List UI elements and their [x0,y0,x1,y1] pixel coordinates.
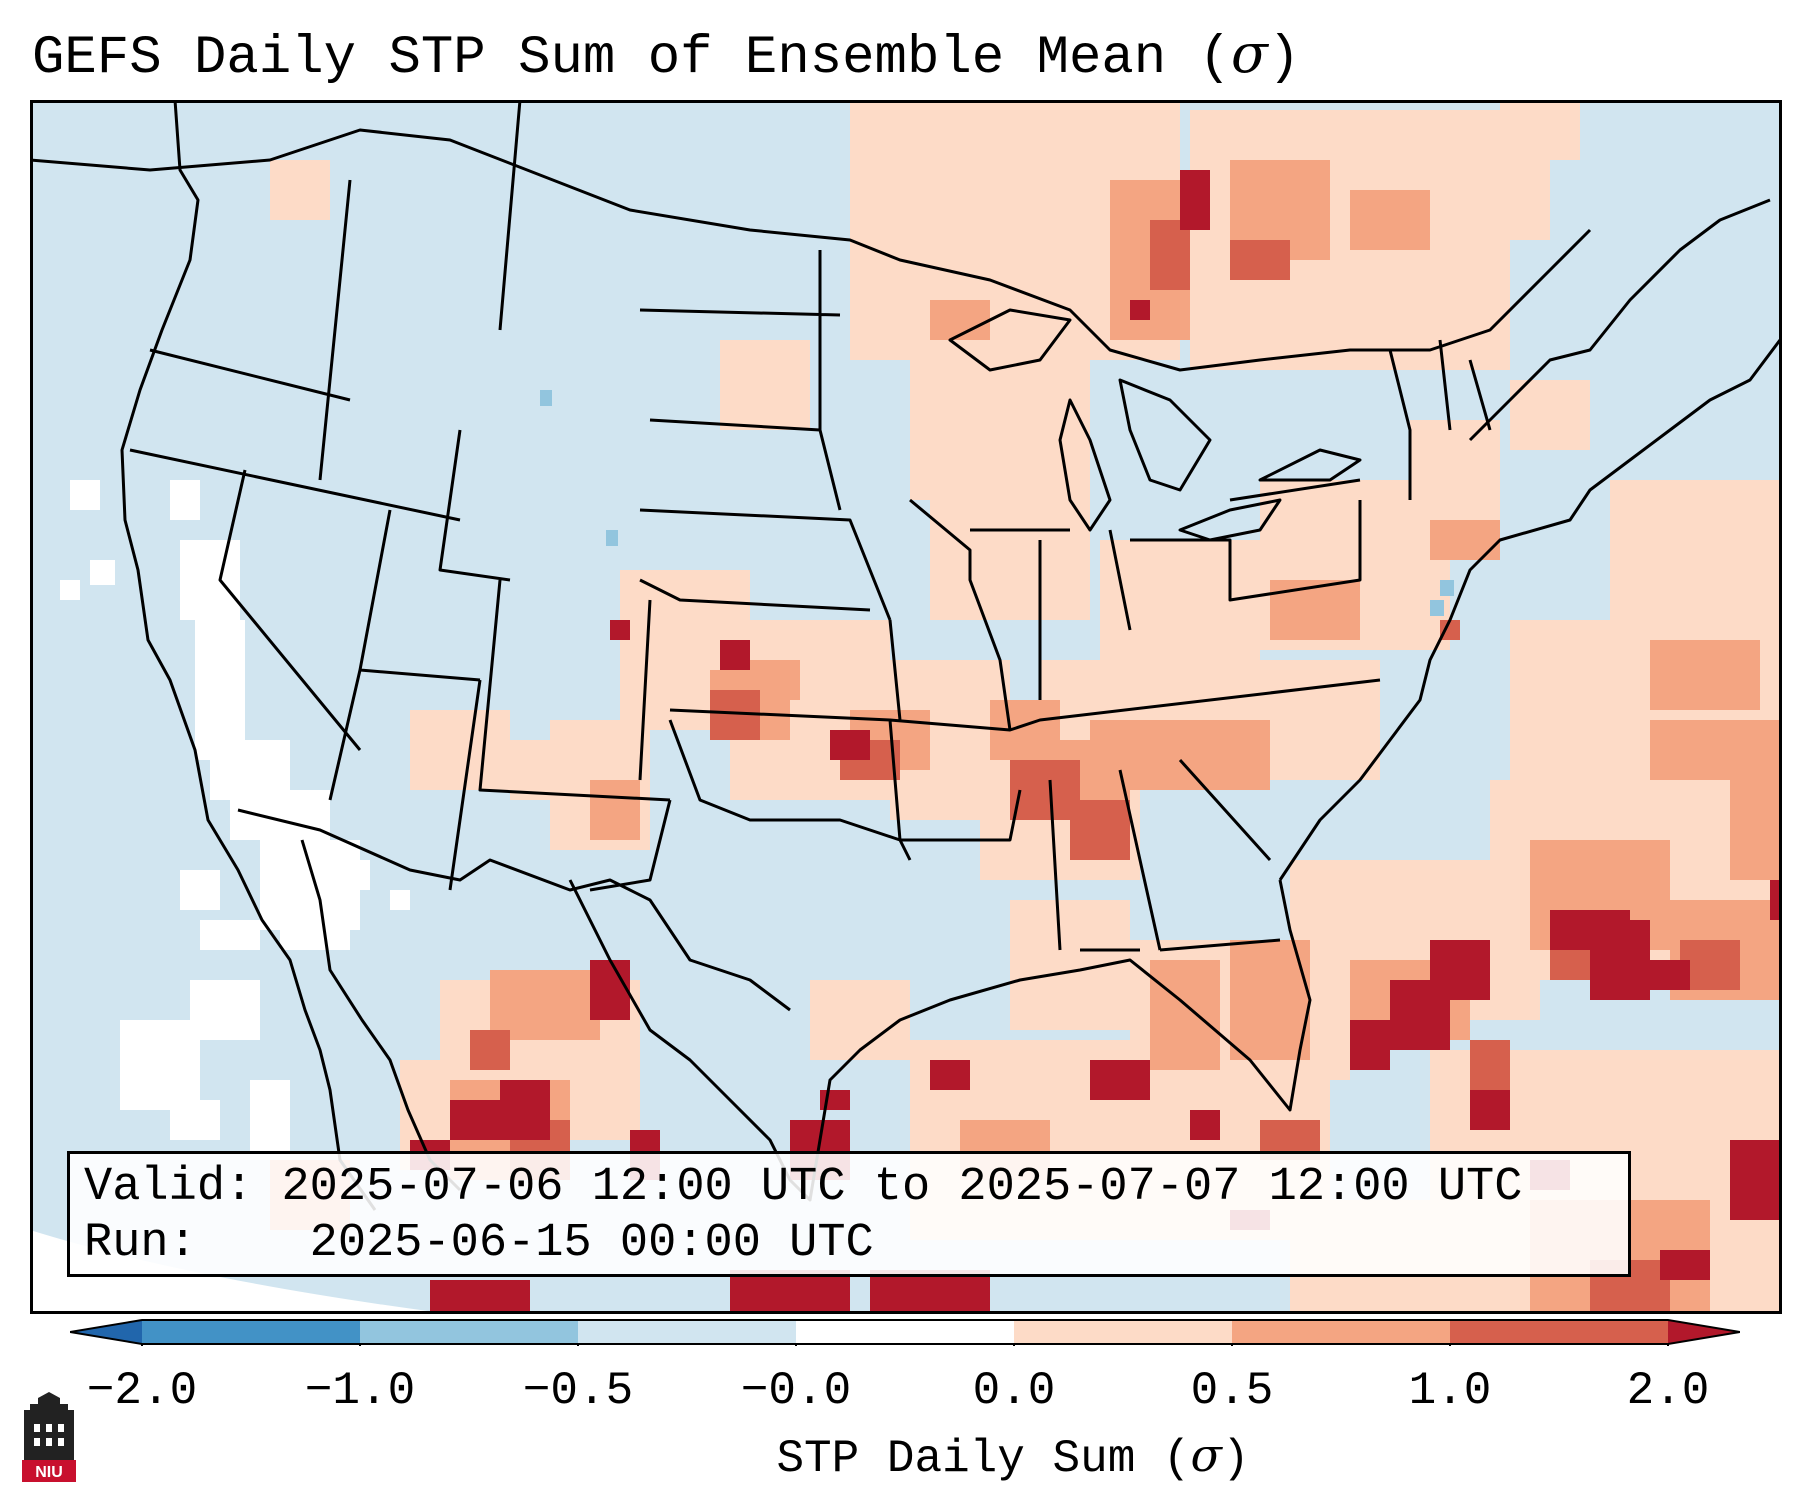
run-value: 2025-06-15 00:00 UTC [309,1217,874,1270]
colorbar-under-arrow [70,1320,142,1344]
us-mexico-border [237,808,791,1012]
pacific-coastline [120,100,377,1211]
map-border [30,100,1782,1314]
colorbar-segment [360,1320,579,1344]
colorbar-tick-label: 2.0 [1626,1365,1710,1417]
gulf-coastline [568,879,1312,1202]
colorbar-tick-label: −0.0 [740,1365,852,1417]
colorbar-tick-label: 0.5 [1190,1365,1274,1417]
niu-logo: NIU [20,1392,78,1489]
colorbar-segment [1232,1320,1451,1344]
stp-map [30,100,1782,1314]
us-canada-border [30,128,1592,372]
state-borders-west [129,100,672,892]
colorbar-over-arrow [1668,1320,1740,1344]
valid-value: 2025-07-06 12:00 UTC to 2025-07-07 12:00… [281,1161,1523,1214]
colorbar-segment [1450,1320,1669,1344]
colorbar-segment [578,1320,797,1344]
colorbar-svg [69,1319,1741,1348]
chart-title: GEFS Daily STP Sum of Ensemble Mean (σ) [32,22,1301,89]
colorbar-tick-label: 0.0 [972,1365,1056,1417]
projection-edge [30,1230,450,1314]
validity-info-box: Valid: 2025-07-06 12:00 UTC to 2025-07-0… [67,1151,1631,1277]
geographic-outlines [30,100,1782,1211]
colorbar-segment [1014,1320,1233,1344]
colorbar-segment [142,1320,361,1344]
extreme-positive-cells [410,170,1782,1314]
colorbar-tick-label: −0.5 [522,1365,634,1417]
run-label: Run: [84,1217,197,1270]
valid-label: Valid: [84,1161,254,1214]
map-panel [30,100,1782,1314]
colorbar-tick-label: −2.0 [86,1365,198,1417]
atlantic-coastline [1278,339,1782,881]
colorbar-segment [796,1320,1015,1344]
state-borders-east [909,339,1492,952]
colorbar-tick-label: 1.0 [1408,1365,1492,1417]
colorbar-tick-label: −1.0 [304,1365,416,1417]
svg-text:NIU: NIU [35,1464,63,1481]
canada-east-coast [1468,198,1771,442]
colorbar [69,1318,1741,1351]
great-lakes [948,308,1362,542]
colorbar-label: STP Daily Sum (σ) [776,1428,1250,1485]
negative-cells [540,390,1454,616]
